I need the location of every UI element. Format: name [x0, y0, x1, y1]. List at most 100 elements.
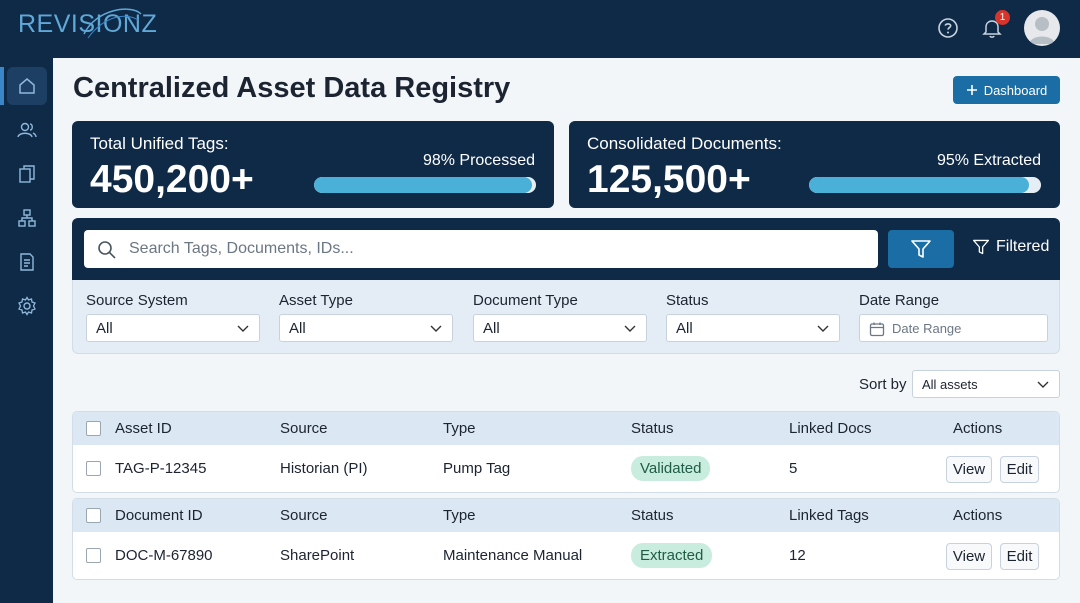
help-icon[interactable]	[935, 15, 961, 41]
column-header: Actions	[953, 507, 1003, 524]
stat-progress-text: 98% Processed	[422, 152, 535, 169]
document-id: DOC-M-67890	[115, 547, 213, 564]
row-checkbox[interactable]	[86, 548, 101, 563]
chevron-down-icon	[237, 325, 249, 332]
column-header[interactable]: Source	[280, 507, 328, 524]
column-header[interactable]: Linked Docs	[789, 420, 872, 437]
stat-card-tags: Total Unified Tags: 450,200+ 98% Process…	[72, 121, 554, 208]
table-header: Asset ID Source Type Status Linked Docs …	[73, 412, 1059, 445]
asset-source: Historian (PI)	[280, 460, 368, 477]
linked-tags-count: 12	[789, 547, 806, 564]
row-checkbox[interactable]	[86, 461, 101, 476]
filtered-label: Filtered	[996, 238, 1050, 255]
column-header[interactable]: Status	[631, 507, 674, 524]
column-header[interactable]: Asset ID	[115, 420, 172, 437]
sidebar-item-home[interactable]	[7, 67, 47, 105]
column-header: Actions	[953, 420, 1003, 437]
select-value: All	[289, 319, 306, 337]
column-header[interactable]: Type	[443, 420, 476, 437]
sort-select[interactable]: All assets	[912, 370, 1060, 398]
sidebar-item-settings[interactable]	[7, 287, 47, 325]
status-badge: Validated	[631, 456, 711, 481]
stat-progress-fill	[809, 177, 1030, 193]
sort-label: Sort by	[859, 376, 907, 393]
stat-label: Consolidated Documents:	[587, 134, 782, 153]
funnel-icon	[911, 240, 931, 258]
stat-label: Total Unified Tags:	[90, 134, 229, 153]
sidebar	[0, 58, 53, 603]
select-all-checkbox[interactable]	[86, 508, 101, 523]
stat-progress-text: 95% Extracted	[936, 152, 1041, 169]
notifications-bell-icon[interactable]	[979, 15, 1005, 41]
status-select[interactable]: All	[666, 314, 840, 342]
sidebar-item-hierarchy[interactable]	[7, 199, 47, 237]
asset-type-select[interactable]: All	[279, 314, 453, 342]
edit-button[interactable]: Edit	[1000, 543, 1039, 570]
chevron-down-icon	[430, 325, 442, 332]
settings-icon	[18, 296, 36, 316]
source-system-select[interactable]: All	[86, 314, 260, 342]
asset-id: TAG-P-12345	[115, 460, 207, 477]
document-type-select[interactable]: All	[473, 314, 647, 342]
column-header[interactable]: Type	[443, 507, 476, 524]
filtered-indicator[interactable]: Filtered	[972, 238, 1049, 256]
column-header[interactable]: Document ID	[115, 507, 203, 524]
select-all-checkbox[interactable]	[86, 421, 101, 436]
asset-type: Pump Tag	[443, 460, 511, 477]
filter-label: Date Range	[859, 292, 940, 309]
logo-swoosh-icon	[83, 8, 142, 39]
table-row[interactable]: DOC-M-67890 SharePoint Maintenance Manua…	[73, 532, 1059, 579]
sidebar-item-reports[interactable]	[7, 243, 47, 281]
calendar-icon	[869, 322, 885, 337]
funnel-outline-icon	[972, 239, 990, 255]
report-icon	[20, 253, 34, 271]
search-box	[84, 230, 878, 268]
stat-progress-bar	[809, 177, 1041, 193]
filter-label: Asset Type	[279, 292, 353, 309]
sidebar-item-documents[interactable]	[7, 155, 47, 193]
sidebar-item-users[interactable]	[7, 111, 47, 149]
filter-label: Source System	[86, 292, 188, 309]
column-header[interactable]: Source	[280, 420, 328, 437]
filter-label: Status	[666, 292, 709, 309]
column-header[interactable]: Linked Tags	[789, 507, 869, 524]
top-bar: REVISIONZ 1	[0, 0, 1080, 58]
select-value: All	[676, 319, 693, 337]
chevron-down-icon	[624, 325, 636, 332]
document-source: SharePoint	[280, 547, 355, 564]
dashboard-button[interactable]: Dashboard	[953, 76, 1060, 104]
select-value: All	[96, 319, 113, 337]
date-range-placeholder: Date Range	[892, 320, 962, 336]
filter-document-type: Document Type All	[473, 292, 647, 342]
page-title: Centralized Asset Data Registry	[73, 72, 511, 104]
view-button[interactable]: View	[946, 543, 992, 570]
filter-date-range: Date Range Date Range	[859, 292, 1048, 342]
sort-value: All assets	[922, 376, 978, 392]
date-range-input[interactable]: Date Range	[859, 314, 1048, 342]
filter-status: Status All	[666, 292, 840, 342]
user-avatar[interactable]	[1024, 10, 1060, 46]
column-header[interactable]: Status	[631, 420, 674, 437]
view-button[interactable]: View	[946, 456, 992, 483]
search-icon	[98, 241, 116, 259]
document-type: Maintenance Manual	[443, 547, 583, 564]
filter-source-system: Source System All	[86, 292, 260, 342]
stat-card-documents: Consolidated Documents: 125,500+ 95% Ext…	[569, 121, 1060, 208]
plus-icon	[966, 85, 977, 95]
filter-asset-type: Asset Type All	[279, 292, 453, 342]
status-cell: Validated	[631, 445, 711, 492]
stat-value: 125,500+	[587, 158, 751, 201]
stat-progress-bar	[314, 177, 536, 193]
search-input[interactable]	[129, 230, 869, 268]
app-logo[interactable]: REVISIONZ	[18, 8, 158, 39]
filter-button[interactable]	[888, 230, 954, 268]
users-icon	[17, 122, 37, 138]
documents-icon	[19, 165, 35, 183]
table-header: Document ID Source Type Status Linked Ta…	[73, 499, 1059, 532]
chevron-down-icon	[1037, 381, 1049, 388]
logo-text: REVISIONZ	[18, 10, 158, 38]
edit-button[interactable]: Edit	[1000, 456, 1039, 483]
dashboard-button-label: Dashboard	[983, 82, 1048, 98]
asset-table: Asset ID Source Type Status Linked Docs …	[72, 411, 1060, 493]
table-row[interactable]: TAG-P-12345 Historian (PI) Pump Tag Vali…	[73, 445, 1059, 492]
